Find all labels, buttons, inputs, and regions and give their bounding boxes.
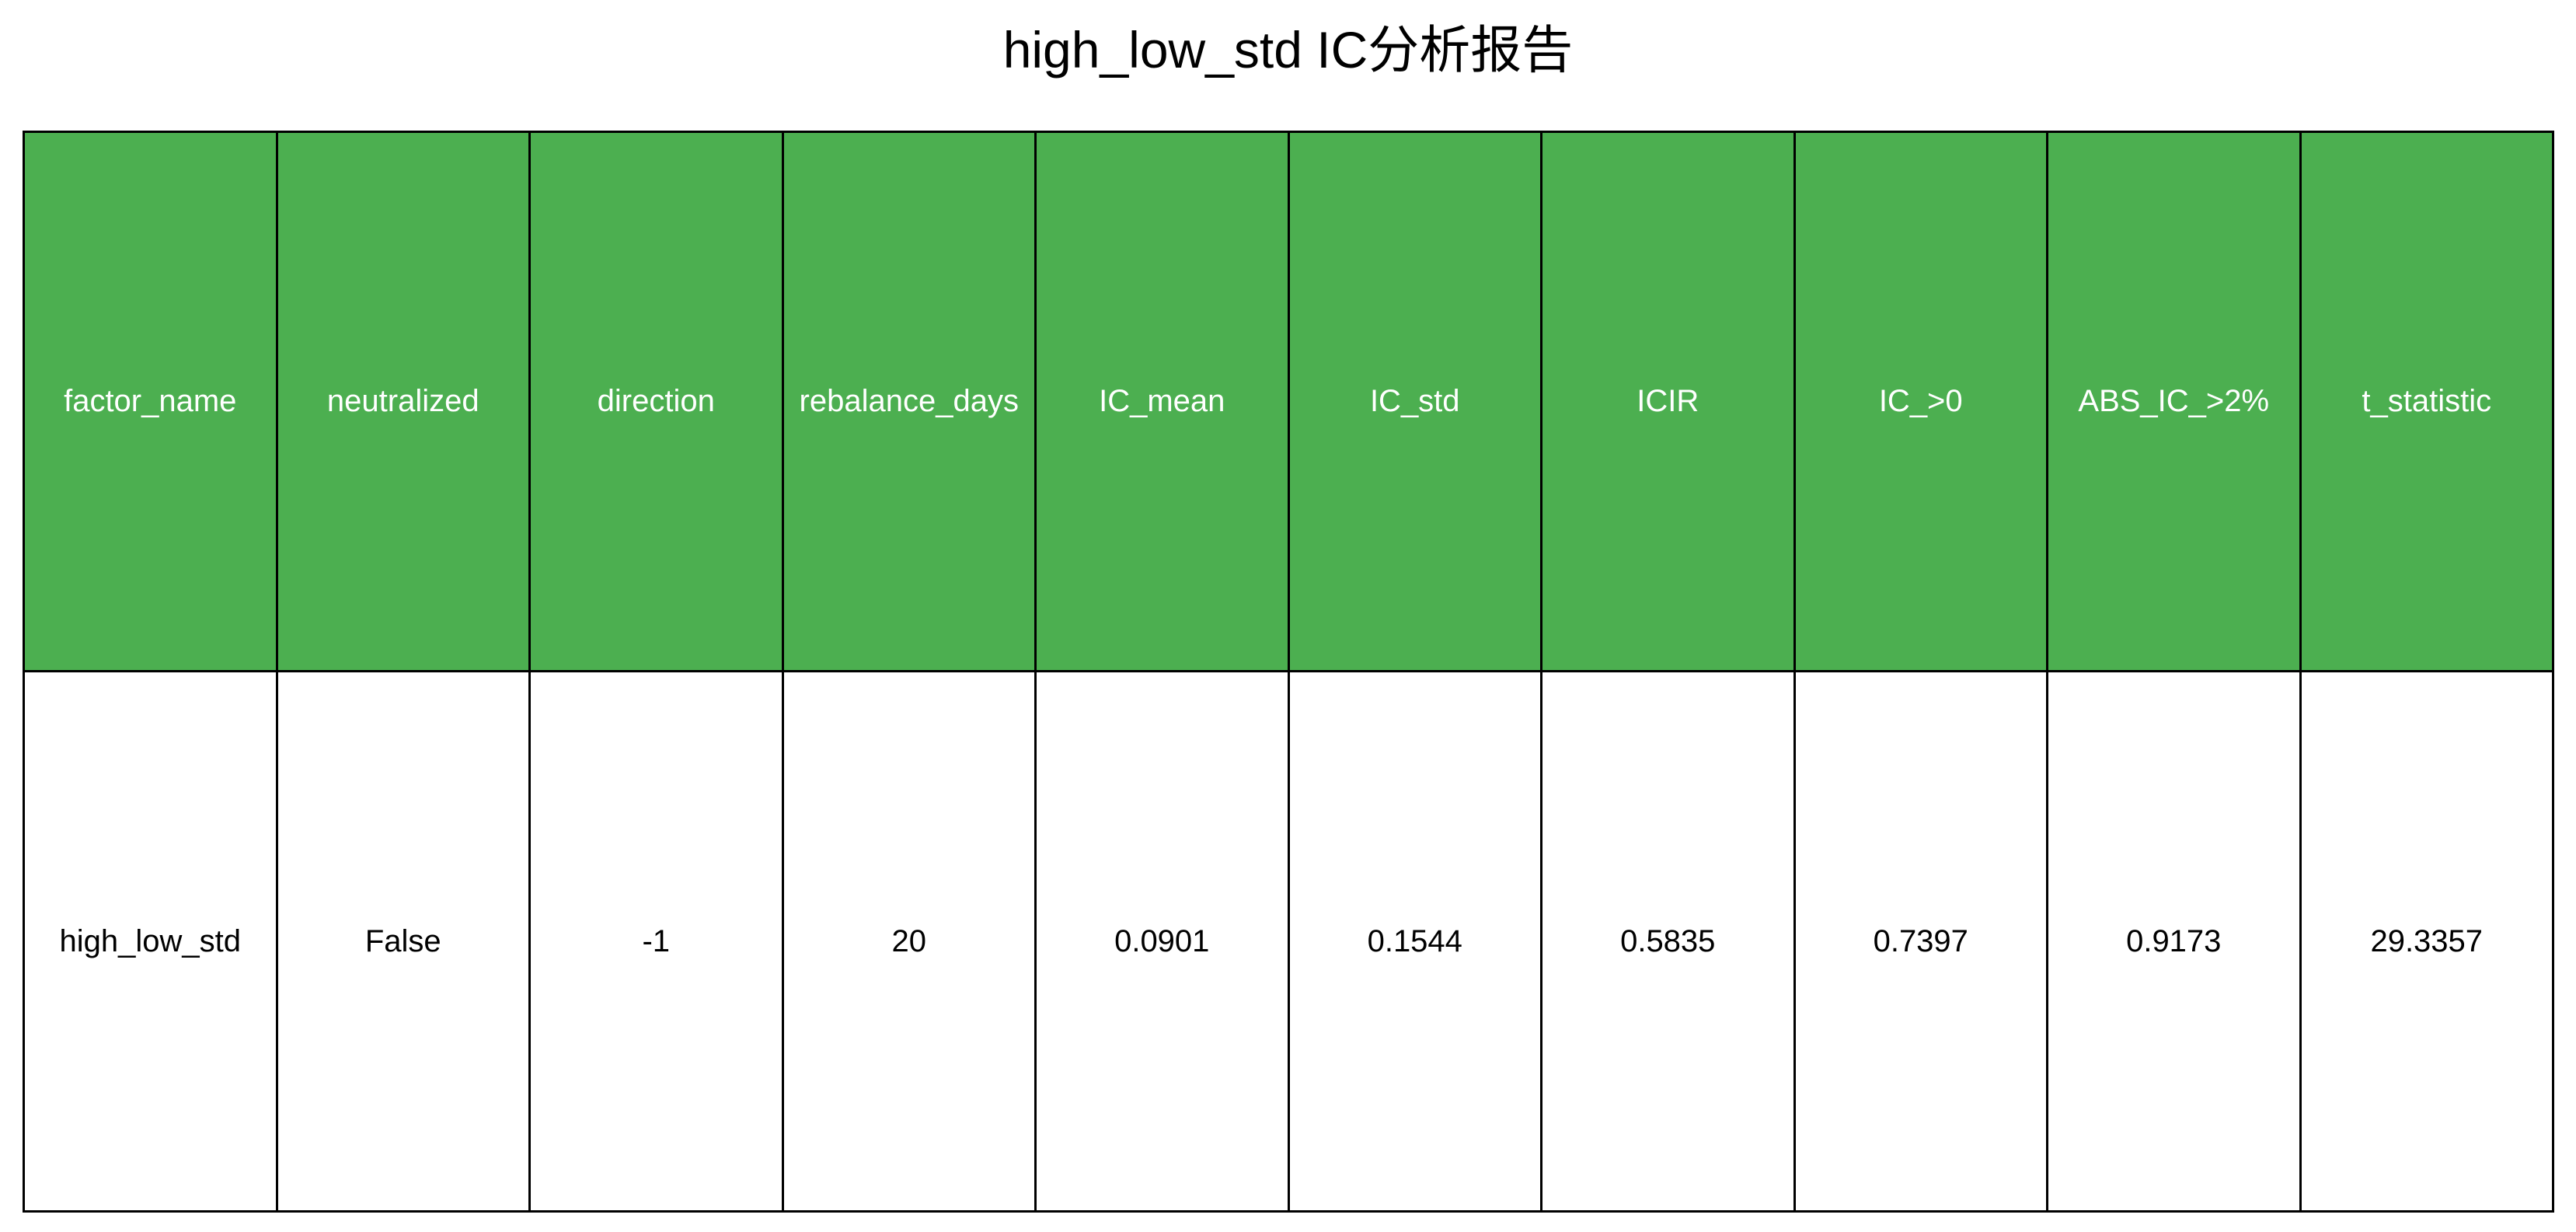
header-t-statistic: t_statistic bbox=[2299, 131, 2554, 672]
table-header-row: factor_name neutralized direction rebala… bbox=[23, 131, 2554, 672]
cell-ic-positive: 0.7397 bbox=[1793, 670, 2048, 1213]
header-factor-name: factor_name bbox=[23, 131, 278, 672]
cell-neutralized: False bbox=[275, 670, 531, 1213]
ic-report-table: factor_name neutralized direction rebala… bbox=[23, 131, 2554, 1213]
header-neutralized: neutralized bbox=[275, 131, 531, 672]
header-ic-std: IC_std bbox=[1287, 131, 1542, 672]
cell-factor-name: high_low_std bbox=[23, 670, 278, 1213]
chart-title: high_low_std IC分析报告 bbox=[1002, 21, 1574, 79]
cell-icir: 0.5835 bbox=[1540, 670, 1796, 1213]
cell-rebalance-days: 20 bbox=[781, 670, 1037, 1213]
header-abs-ic-gt-2pct: ABS_IC_>2% bbox=[2046, 131, 2302, 672]
cell-ic-mean: 0.0901 bbox=[1034, 670, 1290, 1213]
header-rebalance-days: rebalance_days bbox=[781, 131, 1037, 672]
cell-t-statistic: 29.3357 bbox=[2299, 670, 2554, 1213]
header-ic-positive: IC_>0 bbox=[1793, 131, 2048, 672]
cell-ic-std: 0.1544 bbox=[1287, 670, 1542, 1213]
table-row: high_low_std False -1 20 0.0901 0.1544 0… bbox=[23, 670, 2554, 1213]
cell-abs-ic-gt-2pct: 0.9173 bbox=[2046, 670, 2302, 1213]
header-icir: ICIR bbox=[1540, 131, 1796, 672]
header-direction: direction bbox=[528, 131, 784, 672]
cell-direction: -1 bbox=[528, 670, 784, 1213]
header-ic-mean: IC_mean bbox=[1034, 131, 1290, 672]
